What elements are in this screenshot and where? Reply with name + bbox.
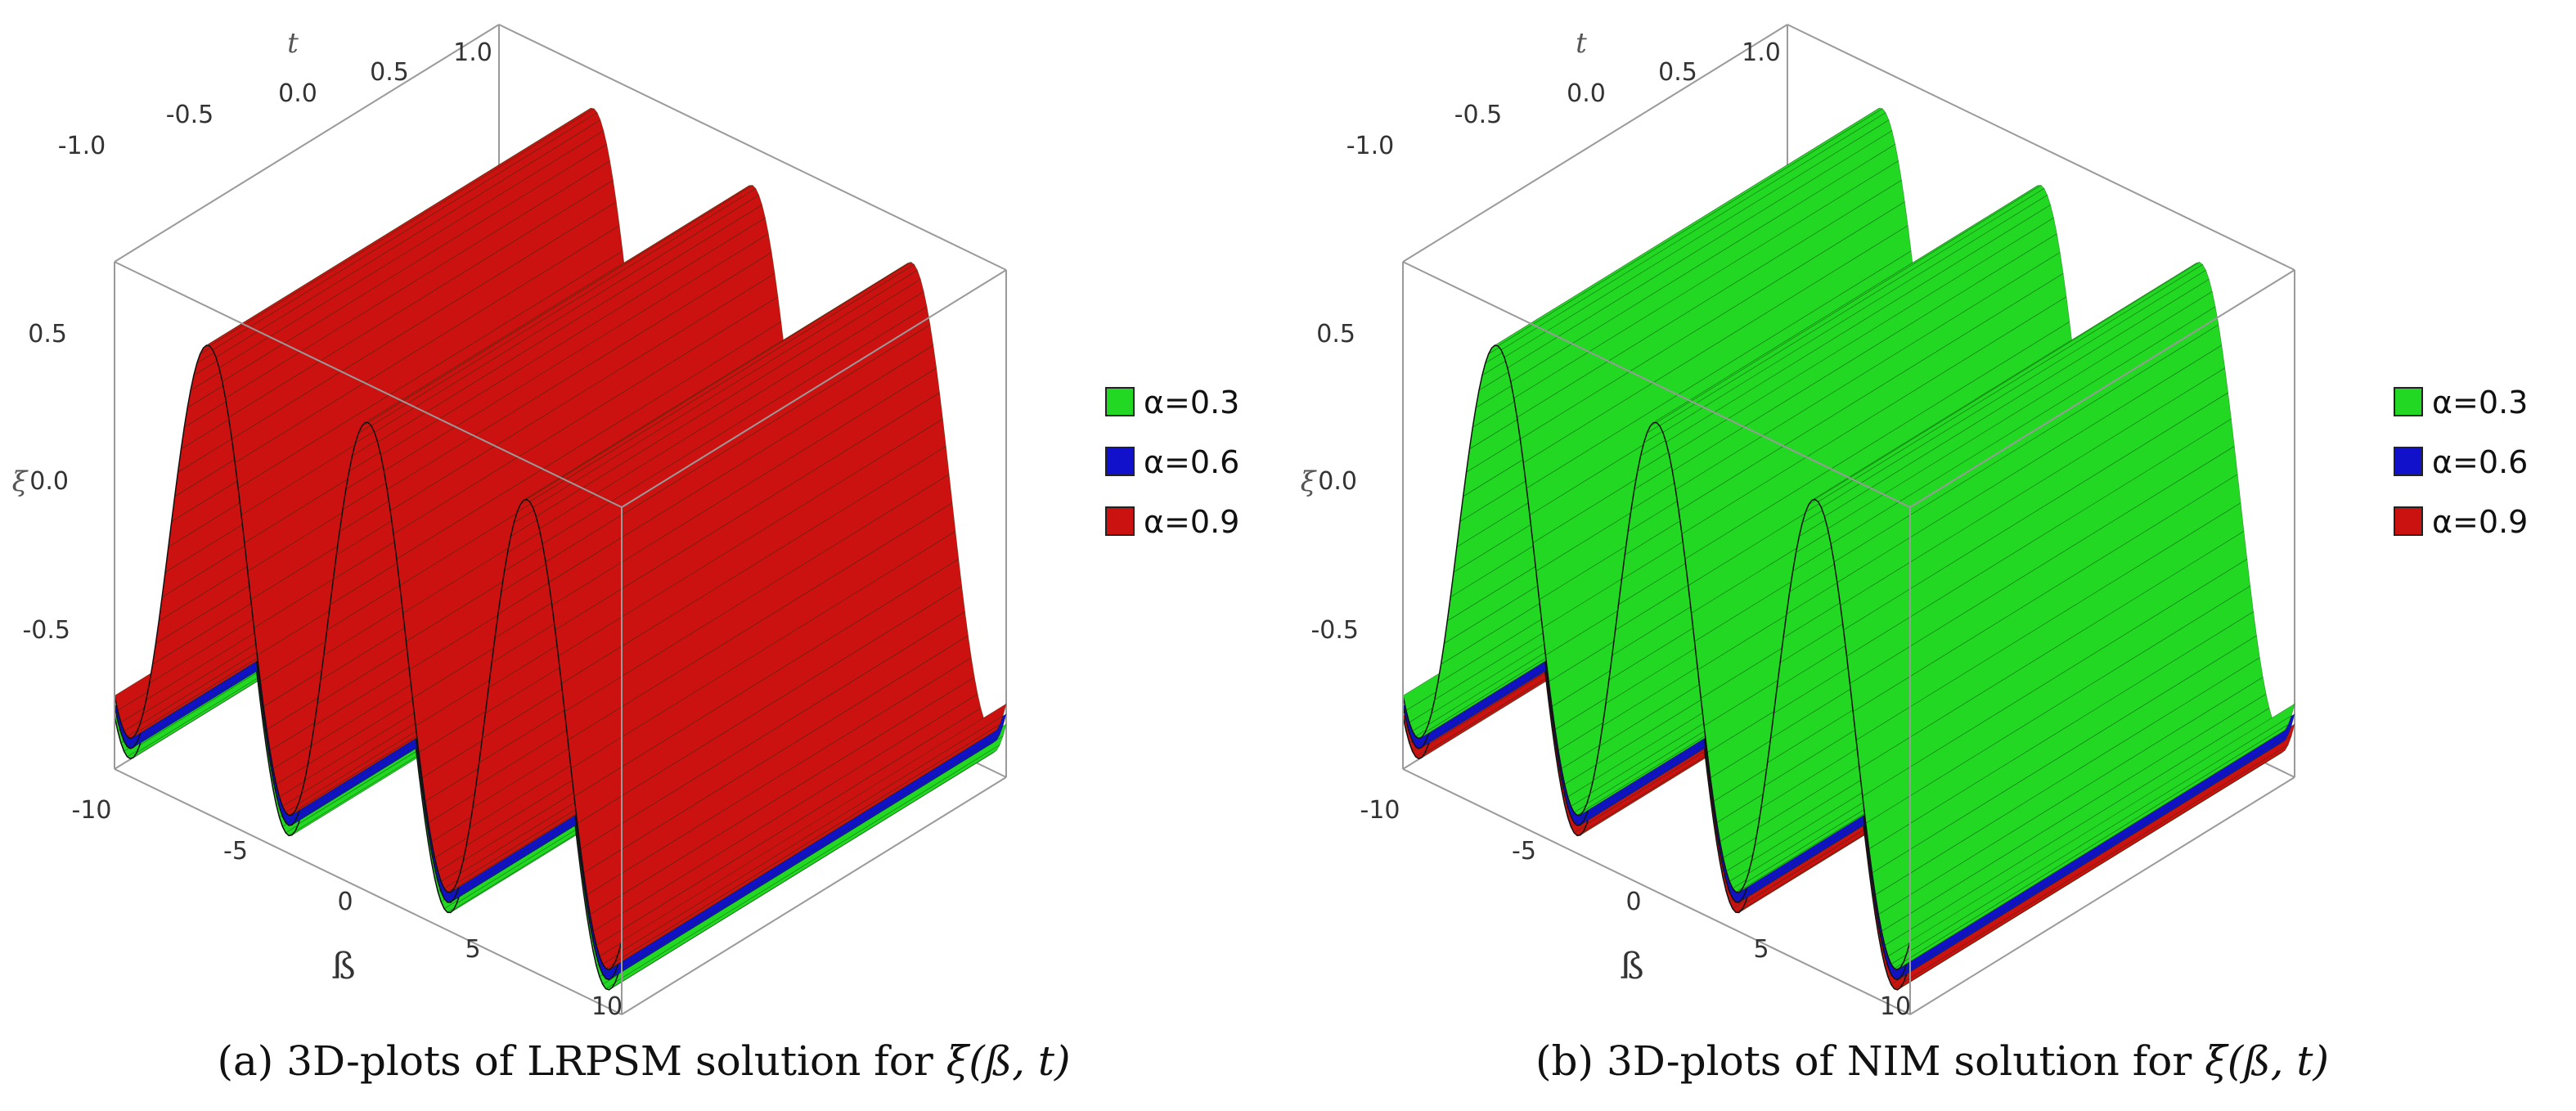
box-edge <box>498 24 1007 271</box>
panel-a: -1.0 -0.5 0.0 0.5 1.0 t 0.5 0.0 -0.5 ξ -… <box>0 24 1288 1085</box>
z-tick: 0.5 <box>28 320 67 349</box>
x-tick: 10 <box>1880 992 1911 1021</box>
x-tick: -5 <box>1512 837 1536 866</box>
caption-text: 3D-plots of NIM solution for <box>1606 1037 2192 1085</box>
x-tick: 5 <box>465 935 480 964</box>
legend-b: α=0.3 α=0.6 α=0.9 <box>2394 385 2528 540</box>
box-edge <box>1909 776 2295 1015</box>
surface-profile <box>1402 344 1911 970</box>
t-axis-label: t <box>1576 27 1587 60</box>
z-tick: 0.0 <box>1318 467 1357 496</box>
box-edge <box>1402 24 1788 263</box>
caption-expression: ξ(ß, t) <box>946 1037 1071 1085</box>
legend-label: α=0.9 <box>1144 504 1239 540</box>
caption-b: (b) 3D-plots of NIM solution for ξ(ß, t) <box>1288 1037 2576 1085</box>
legend-label: α=0.6 <box>1144 444 1239 480</box>
box-edge <box>1787 24 2295 271</box>
legend-swatch-blue <box>1105 447 1135 476</box>
t-tick: -0.5 <box>166 101 214 129</box>
t-tick: 0.0 <box>278 79 317 108</box>
legend-label: α=0.3 <box>1144 385 1239 421</box>
z-axis-label: ξ <box>1301 466 1318 498</box>
legend-swatch-blue <box>2394 447 2423 476</box>
z-tick: -0.5 <box>1310 616 1359 645</box>
panel-b: -1.0 -0.5 0.0 0.5 1.0 t 0.5 0.0 -0.5 ξ -… <box>1288 0 2576 1111</box>
z-axis-label: ξ <box>12 466 29 498</box>
z-tick: -0.5 <box>22 616 70 645</box>
x-tick: 10 <box>591 992 623 1021</box>
t-tick: 0.5 <box>1658 58 1697 87</box>
legend-swatch-green <box>1105 387 1135 416</box>
caption-expression: ξ(ß, t) <box>2205 1037 2329 1085</box>
legend-label: α=0.6 <box>2432 444 2528 480</box>
box-front-a <box>114 24 1007 1015</box>
box-edge <box>621 269 1007 508</box>
t-tick: -1.0 <box>1346 132 1395 160</box>
x-axis-label: ß <box>1620 946 1643 987</box>
box-edge <box>621 776 1007 1015</box>
legend-swatch-red <box>2394 506 2423 536</box>
legend-label: α=0.9 <box>2432 504 2528 540</box>
caption-prefix: (a) <box>217 1037 274 1085</box>
t-tick: -1.0 <box>58 132 106 160</box>
x-tick: -10 <box>72 796 112 825</box>
z-tick: 0.5 <box>1316 320 1355 349</box>
plot-b-svg: -1.0 -0.5 0.0 0.5 1.0 t 0.5 0.0 -0.5 ξ -… <box>1301 24 2528 1021</box>
x-tick: 0 <box>337 888 353 916</box>
x-tick: 5 <box>1753 935 1769 964</box>
t-tick: 0.0 <box>1567 79 1606 108</box>
legend-label: α=0.3 <box>2432 385 2528 421</box>
legend-a: α=0.3 α=0.6 α=0.9 <box>1105 385 1239 540</box>
box-edge <box>114 24 500 263</box>
legend-swatch-green <box>2394 387 2423 416</box>
box-edge <box>114 768 623 1015</box>
t-tick: -0.5 <box>1454 101 1503 129</box>
x-tick: 0 <box>1625 888 1641 916</box>
x-tick: -5 <box>223 837 248 866</box>
caption-prefix: (b) <box>1535 1037 1594 1085</box>
surfaces-a <box>114 107 1007 991</box>
t-tick: 1.0 <box>453 38 492 67</box>
box-front-b <box>1402 24 2295 1015</box>
z-tick: 0.0 <box>29 467 69 496</box>
caption-text: 3D-plots of LRPSM solution for <box>286 1037 933 1085</box>
box-edge <box>1402 768 1911 1015</box>
box-edge <box>1402 261 1911 508</box>
plot-a-svg: -1.0 -0.5 0.0 0.5 1.0 t 0.5 0.0 -0.5 ξ -… <box>12 24 1239 1021</box>
box-edge <box>1909 269 2295 508</box>
x-tick: -10 <box>1360 796 1400 825</box>
t-axis-label: t <box>287 27 299 60</box>
caption-a: (a) 3D-plots of LRPSM solution for ξ(ß, … <box>0 1037 1288 1085</box>
box-edge <box>114 261 623 508</box>
x-axis-label: ß <box>331 946 355 987</box>
t-tick: 0.5 <box>370 58 409 87</box>
legend-swatch-red <box>1105 506 1135 536</box>
t-tick: 1.0 <box>1742 38 1781 67</box>
surfaces-b <box>1402 107 2295 991</box>
surface-profile <box>114 344 623 970</box>
